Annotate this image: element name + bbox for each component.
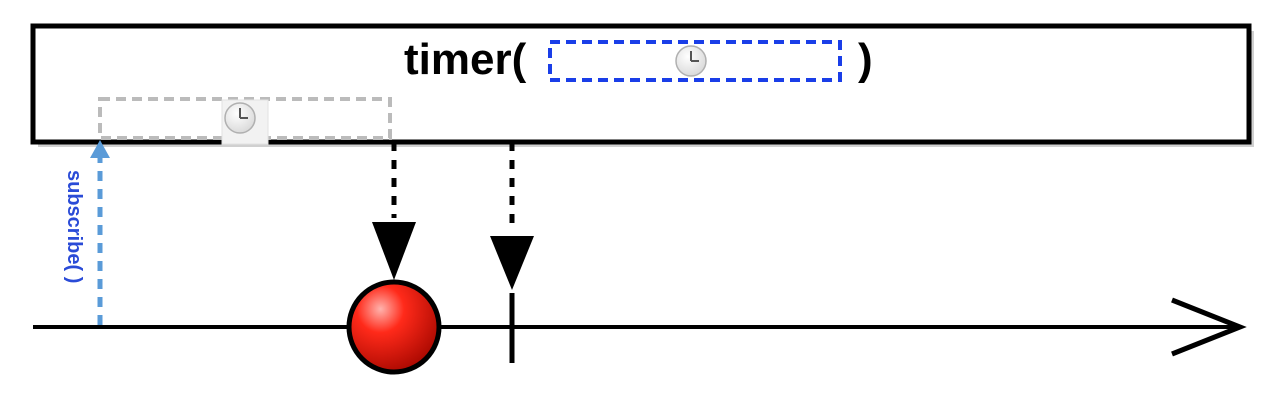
operator-box [30, 23, 1254, 147]
emitted-marble [346, 279, 442, 375]
parameter-box [548, 40, 842, 82]
timeline-axis [33, 297, 1247, 357]
emission-arrow [372, 142, 416, 280]
operator-title: timer( [404, 35, 527, 84]
clock-icon [675, 45, 707, 77]
subscribe-arrow [90, 140, 110, 325]
clock-icon [221, 99, 269, 145]
completion-arrow [490, 142, 534, 290]
subscribe-label: subscribe( ) [63, 170, 85, 283]
operator-close-paren: ) [858, 35, 873, 84]
